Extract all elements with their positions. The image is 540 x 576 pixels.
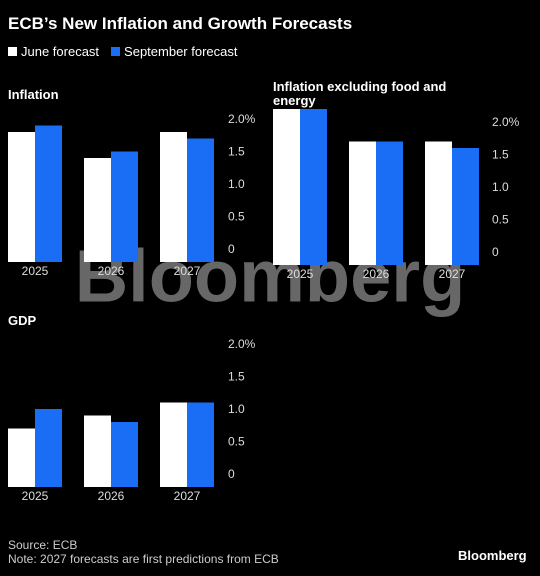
y-tick-label: 1.5 [492,148,509,162]
x-tick-label: 2027 [174,264,201,278]
bar [8,132,35,262]
panel-title: Inflation excluding food and energy [273,79,447,108]
legend-item: June forecast [8,44,99,59]
legend-item: September forecast [111,44,238,59]
y-tick-label: 2.0% [492,115,520,129]
y-tick-label: 1.5 [228,370,245,384]
chart-title: ECB’s New Inflation and Growth Forecasts [8,14,353,33]
x-tick-label: 2027 [174,489,201,503]
bar [8,428,35,487]
bar [349,141,376,265]
y-tick-label: 0.5 [228,210,245,224]
y-tick-label: 0 [228,242,235,256]
bar [160,132,187,262]
bar [35,409,62,487]
y-tick-label: 1.5 [228,145,245,159]
panel-title: Inflation [8,87,59,102]
x-tick-label: 2026 [363,267,390,281]
bar [300,109,327,265]
y-tick-label: 2.0% [228,337,256,351]
x-tick-label: 2026 [98,264,125,278]
bar [452,148,479,265]
y-tick-label: 0 [228,467,235,481]
bar [273,109,300,265]
bars [8,125,214,262]
bar [187,402,214,487]
brand: Bloomberg [458,548,527,563]
x-tick-label: 2025 [22,264,49,278]
bar [84,158,111,262]
bars [273,109,479,265]
x-tick-label: 2026 [98,489,125,503]
x-tick-label: 2025 [22,489,49,503]
y-tick-label: 0 [492,245,499,259]
y-tick-label: 1.0 [228,177,245,191]
y-tick-label: 0.5 [492,213,509,227]
note: Note: 2027 forecasts are first predictio… [8,552,279,566]
y-tick-label: 1.0 [492,180,509,194]
bar [376,141,403,265]
legend-label: September forecast [124,44,238,59]
y-tick-label: 0.5 [228,435,245,449]
bars [8,402,214,487]
legend-label: June forecast [21,44,100,59]
legend-swatch [111,47,121,56]
panel-title: GDP [8,313,37,328]
bar [160,402,187,487]
x-tick-label: 2025 [287,267,314,281]
bar [425,141,452,265]
bar [111,151,138,262]
y-tick-label: 2.0% [228,112,256,126]
source: Source: ECB [8,538,78,552]
x-tick-label: 2027 [439,267,466,281]
bar [187,138,214,262]
bar [35,125,62,262]
bar [111,422,138,487]
legend-swatch [8,47,17,56]
bar [84,415,111,487]
legend: June forecast September forecast [8,44,238,59]
y-tick-label: 1.0 [228,402,245,416]
